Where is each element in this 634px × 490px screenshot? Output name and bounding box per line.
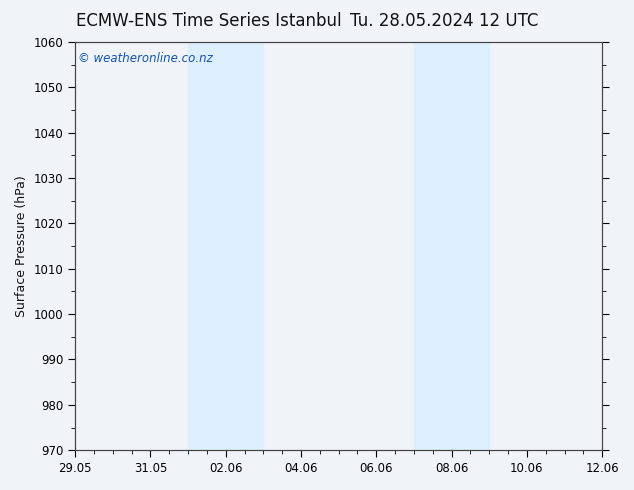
Text: Tu. 28.05.2024 12 UTC: Tu. 28.05.2024 12 UTC	[349, 12, 538, 30]
Text: © weatheronline.co.nz: © weatheronline.co.nz	[78, 52, 212, 65]
Bar	[188, 42, 263, 450]
Bar	[414, 42, 489, 450]
Text: ECMW-ENS Time Series Istanbul: ECMW-ENS Time Series Istanbul	[77, 12, 342, 30]
Y-axis label: Surface Pressure (hPa): Surface Pressure (hPa)	[15, 175, 28, 317]
